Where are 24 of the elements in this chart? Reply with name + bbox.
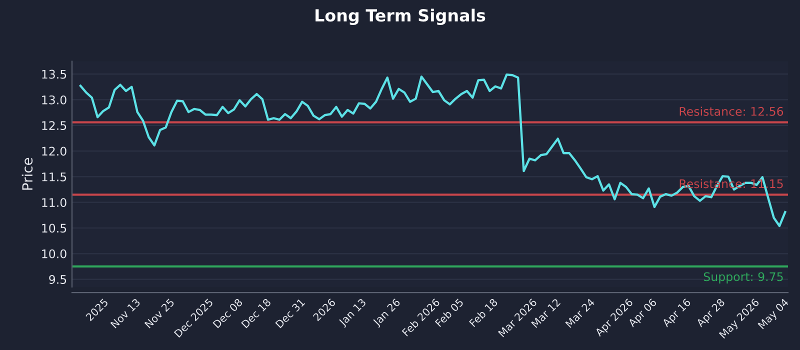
x-tick-label: Mar 24 [565,298,596,328]
x-tick-label: Dec 18 [240,298,272,328]
x-tick-label: Nov 25 [144,298,175,328]
y-tick-label: 10.0 [42,249,66,258]
y-tick-label: 11.0 [42,198,66,207]
x-tick-label: Apr 16 [662,298,693,329]
x-tick-label: Nov 13 [110,298,141,328]
x-tick-label: Dec 31 [275,298,306,328]
y-tick-label: 11.5 [42,172,66,182]
y-tick-label: 9.5 [49,275,66,284]
line-series [79,73,786,228]
x-tick-label: Apr 28 [696,298,727,329]
ref-line-label: Resistance: 12.56 [680,106,784,116]
chart-title: Long Term Signals [316,8,486,26]
x-tick-label: Feb 18 [468,298,498,328]
y-tick-label: 10.5 [42,224,66,233]
y-tick-label: 13.5 [42,70,66,79]
ref-line-label: Support: 9.75 [704,272,783,284]
y-axis-title: Price [22,158,33,190]
y-tick-label: 12.0 [42,146,66,156]
y-tick-label: 13.0 [42,95,66,104]
y-tick-label: 12.5 [42,121,66,130]
x-tick-label: Jan 26 [372,298,402,328]
x-tick-label: Jan 13 [338,298,368,328]
